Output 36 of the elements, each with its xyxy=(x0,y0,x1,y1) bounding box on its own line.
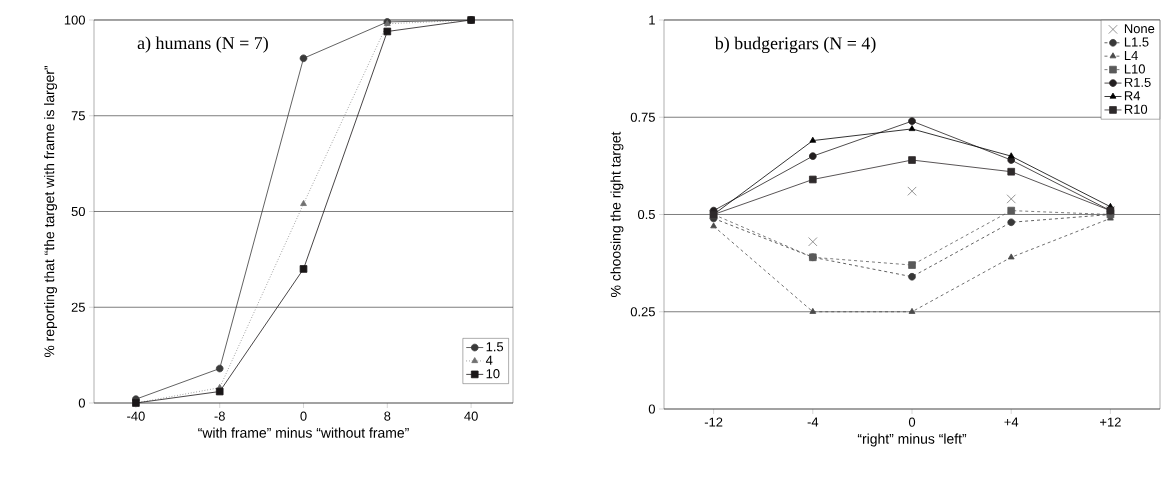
y-tick-label: 0.25 xyxy=(630,307,655,317)
annotation: b) budgerigars (N = 4) xyxy=(714,36,876,54)
x-tick-label: 0 xyxy=(300,411,307,421)
y-tick-label: 0.5 xyxy=(637,209,655,220)
x-axis-title: “right” minus “left” xyxy=(857,433,967,447)
y-tick-label: 0.75 xyxy=(630,112,655,122)
annotation: a) humans (N = 7) xyxy=(137,36,268,53)
y-tick-label: 1 xyxy=(649,15,655,25)
legend-label: R4 xyxy=(1124,91,1141,101)
x-axis-title: “with frame” minus “without frame” xyxy=(198,427,409,438)
x-tick-label: -40 xyxy=(127,411,145,421)
y-tick-label: 0 xyxy=(78,398,85,408)
legend-label: None xyxy=(1124,24,1155,34)
x-tick-label: 40 xyxy=(464,411,478,421)
x-tick-label: +4 xyxy=(1004,417,1019,427)
legend-label: 4 xyxy=(485,355,493,365)
legend-label: 1.5 xyxy=(486,342,504,352)
y-tick-label: 25 xyxy=(71,302,85,312)
legend-label: R10 xyxy=(1124,104,1148,114)
x-tick-label: -12 xyxy=(704,417,723,427)
x-tick-label: 0 xyxy=(908,417,916,427)
y-axis-title: % choosing the right target xyxy=(610,131,624,297)
legend-label: L4 xyxy=(1124,50,1138,60)
y-tick-label: 100 xyxy=(64,15,85,25)
y-tick-label: 0 xyxy=(648,404,655,414)
legend-label: 10 xyxy=(486,369,500,379)
legend-label: L10 xyxy=(1124,64,1145,74)
legend-label: R1.5 xyxy=(1124,77,1151,87)
y-axis-title: % reporting that “the target with frame is larger” xyxy=(44,65,58,358)
y-tick-label: 75 xyxy=(71,111,85,121)
x-tick-label: -8 xyxy=(214,411,225,421)
x-tick-label: +12 xyxy=(1100,417,1121,427)
y-tick-label: 50 xyxy=(71,206,85,217)
x-tick-label: 8 xyxy=(384,411,391,421)
x-tick-label: -4 xyxy=(807,417,819,427)
legend-label: L1.5 xyxy=(1124,37,1149,47)
